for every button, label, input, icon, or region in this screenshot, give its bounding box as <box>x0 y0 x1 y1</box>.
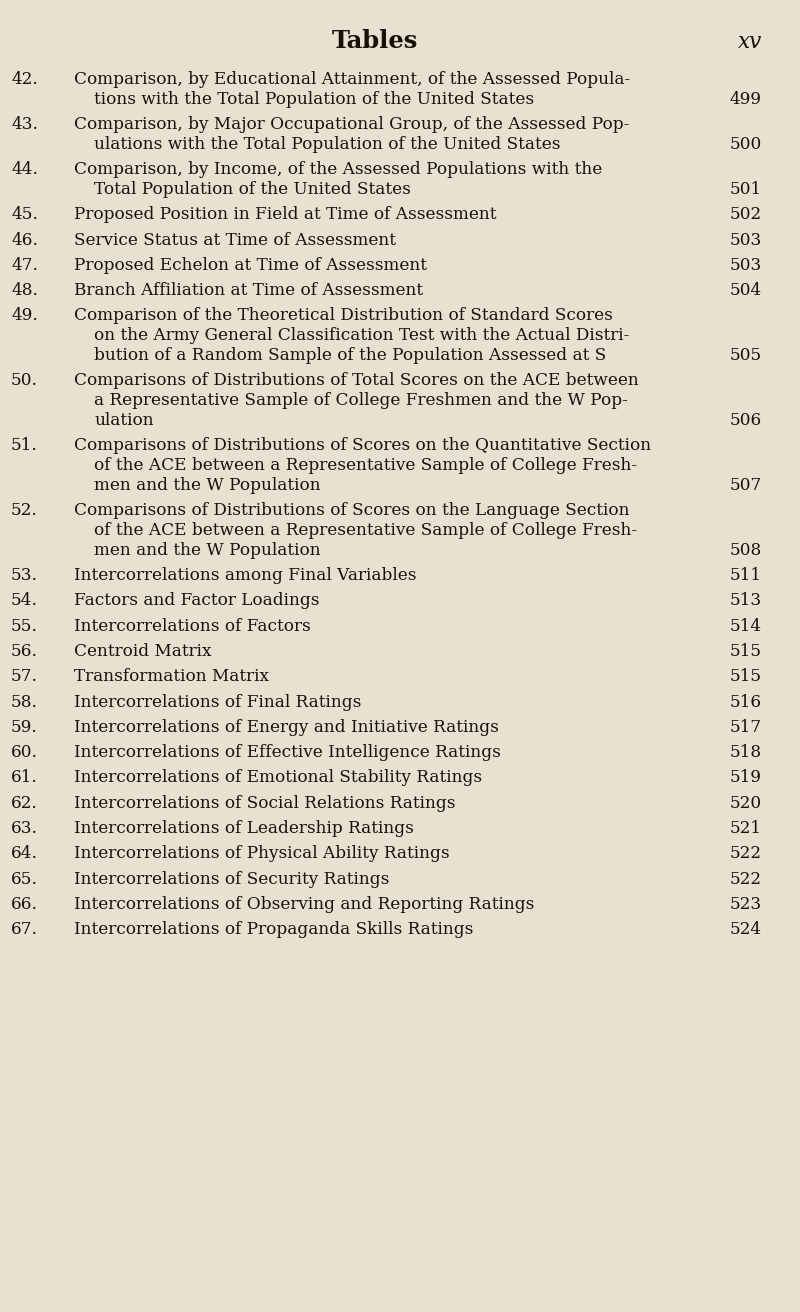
Text: 58.: 58. <box>11 694 38 711</box>
Text: 516: 516 <box>730 694 762 711</box>
Text: Intercorrelations among Final Variables: Intercorrelations among Final Variables <box>74 567 417 584</box>
Text: 504: 504 <box>730 282 762 299</box>
Text: 515: 515 <box>730 668 762 685</box>
Text: 499: 499 <box>730 91 762 108</box>
Text: 52.: 52. <box>11 502 38 520</box>
Text: 64.: 64. <box>11 845 38 862</box>
Text: 60.: 60. <box>11 744 38 761</box>
Text: Service Status at Time of Assessment: Service Status at Time of Assessment <box>74 232 396 248</box>
Text: 65.: 65. <box>11 871 38 888</box>
Text: Centroid Matrix: Centroid Matrix <box>74 643 211 660</box>
Text: 49.: 49. <box>11 307 38 324</box>
Text: 502: 502 <box>730 206 762 223</box>
Text: Intercorrelations of Energy and Initiative Ratings: Intercorrelations of Energy and Initiati… <box>74 719 499 736</box>
Text: Comparison of the Theoretical Distribution of Standard Scores: Comparison of the Theoretical Distributi… <box>74 307 613 324</box>
Text: Comparisons of Distributions of Scores on the Language Section: Comparisons of Distributions of Scores o… <box>74 502 630 520</box>
Text: Intercorrelations of Effective Intelligence Ratings: Intercorrelations of Effective Intellige… <box>74 744 501 761</box>
Text: 57.: 57. <box>11 668 38 685</box>
Text: Proposed Position in Field at Time of Assessment: Proposed Position in Field at Time of As… <box>74 206 497 223</box>
Text: Intercorrelations of Security Ratings: Intercorrelations of Security Ratings <box>74 871 390 888</box>
Text: Transformation Matrix: Transformation Matrix <box>74 668 269 685</box>
Text: 54.: 54. <box>11 593 38 609</box>
Text: 59.: 59. <box>11 719 38 736</box>
Text: 46.: 46. <box>11 232 38 248</box>
Text: 53.: 53. <box>11 567 38 584</box>
Text: 521: 521 <box>730 820 762 837</box>
Text: Intercorrelations of Physical Ability Ratings: Intercorrelations of Physical Ability Ra… <box>74 845 450 862</box>
Text: 519: 519 <box>730 770 762 786</box>
Text: 511: 511 <box>730 567 762 584</box>
Text: 63.: 63. <box>11 820 38 837</box>
Text: 505: 505 <box>730 348 762 365</box>
Text: men and the W Population: men and the W Population <box>94 542 321 559</box>
Text: Intercorrelations of Social Relations Ratings: Intercorrelations of Social Relations Ra… <box>74 795 455 812</box>
Text: 508: 508 <box>730 542 762 559</box>
Text: Proposed Echelon at Time of Assessment: Proposed Echelon at Time of Assessment <box>74 257 427 274</box>
Text: Comparisons of Distributions of Scores on the Quantitative Section: Comparisons of Distributions of Scores o… <box>74 437 651 454</box>
Text: Comparisons of Distributions of Total Scores on the ACE between: Comparisons of Distributions of Total Sc… <box>74 373 638 390</box>
Text: Comparison, by Major Occupational Group, of the Assessed Pop-: Comparison, by Major Occupational Group,… <box>74 115 630 133</box>
Text: 66.: 66. <box>11 896 38 913</box>
Text: 55.: 55. <box>11 618 38 635</box>
Text: 44.: 44. <box>11 161 38 178</box>
Text: 50.: 50. <box>11 373 38 390</box>
Text: Intercorrelations of Observing and Reporting Ratings: Intercorrelations of Observing and Repor… <box>74 896 534 913</box>
Text: 522: 522 <box>730 871 762 888</box>
Text: on the Army General Classification Test with the Actual Distri-: on the Army General Classification Test … <box>94 327 630 344</box>
Text: 514: 514 <box>730 618 762 635</box>
Text: 43.: 43. <box>11 115 38 133</box>
Text: 522: 522 <box>730 845 762 862</box>
Text: 51.: 51. <box>11 437 38 454</box>
Text: 56.: 56. <box>11 643 38 660</box>
Text: Branch Affiliation at Time of Assessment: Branch Affiliation at Time of Assessment <box>74 282 423 299</box>
Text: 518: 518 <box>730 744 762 761</box>
Text: tions with the Total Population of the United States: tions with the Total Population of the U… <box>94 91 534 108</box>
Text: 48.: 48. <box>11 282 38 299</box>
Text: Intercorrelations of Emotional Stability Ratings: Intercorrelations of Emotional Stability… <box>74 770 482 786</box>
Text: 524: 524 <box>730 921 762 938</box>
Text: 513: 513 <box>730 593 762 609</box>
Text: ulations with the Total Population of the United States: ulations with the Total Population of th… <box>94 136 561 154</box>
Text: Comparison, by Educational Attainment, of the Assessed Popula-: Comparison, by Educational Attainment, o… <box>74 71 630 88</box>
Text: Intercorrelations of Final Ratings: Intercorrelations of Final Ratings <box>74 694 362 711</box>
Text: bution of a Random Sample of the Population Assessed at S: bution of a Random Sample of the Populat… <box>94 348 606 365</box>
Text: of the ACE between a Representative Sample of College Fresh-: of the ACE between a Representative Samp… <box>94 522 637 539</box>
Text: 520: 520 <box>730 795 762 812</box>
Text: 500: 500 <box>730 136 762 154</box>
Text: 503: 503 <box>730 232 762 248</box>
Text: 47.: 47. <box>11 257 38 274</box>
Text: 503: 503 <box>730 257 762 274</box>
Text: of the ACE between a Representative Sample of College Fresh-: of the ACE between a Representative Samp… <box>94 457 637 474</box>
Text: 507: 507 <box>730 476 762 493</box>
Text: 523: 523 <box>730 896 762 913</box>
Text: Intercorrelations of Propaganda Skills Ratings: Intercorrelations of Propaganda Skills R… <box>74 921 474 938</box>
Text: xv: xv <box>738 31 762 52</box>
Text: 45.: 45. <box>11 206 38 223</box>
Text: 67.: 67. <box>11 921 38 938</box>
Text: Comparison, by Income, of the Assessed Populations with the: Comparison, by Income, of the Assessed P… <box>74 161 602 178</box>
Text: Total Population of the United States: Total Population of the United States <box>94 181 411 198</box>
Text: 501: 501 <box>730 181 762 198</box>
Text: 515: 515 <box>730 643 762 660</box>
Text: 506: 506 <box>730 412 762 429</box>
Text: Intercorrelations of Factors: Intercorrelations of Factors <box>74 618 310 635</box>
Text: Intercorrelations of Leadership Ratings: Intercorrelations of Leadership Ratings <box>74 820 414 837</box>
Text: men and the W Population: men and the W Population <box>94 476 321 493</box>
Text: 42.: 42. <box>11 71 38 88</box>
Text: 517: 517 <box>730 719 762 736</box>
Text: ulation: ulation <box>94 412 154 429</box>
Text: 62.: 62. <box>11 795 38 812</box>
Text: a Representative Sample of College Freshmen and the W Pop-: a Representative Sample of College Fresh… <box>94 392 628 409</box>
Text: Tables: Tables <box>332 29 418 52</box>
Text: Factors and Factor Loadings: Factors and Factor Loadings <box>74 593 319 609</box>
Text: 61.: 61. <box>11 770 38 786</box>
